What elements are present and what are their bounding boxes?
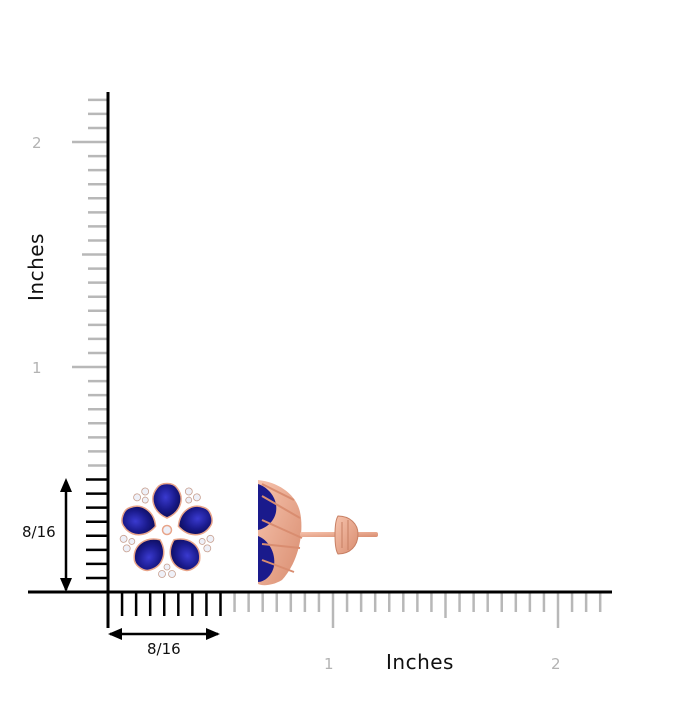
grey-ticks [72,98,602,628]
height-dimension-label: 8/16 [22,523,56,541]
diamond-accents [119,487,215,578]
gem-petal [121,505,157,536]
y-tick-label-2: 2 [32,134,42,152]
gem-petal [152,482,182,519]
y-tick-label-1: 1 [32,359,42,377]
center-diamond [161,524,173,536]
screw-back [334,515,359,555]
x-tick-label-2: 2 [551,655,561,673]
earring-front-view [119,482,215,578]
x-axis-title: Inches [386,650,454,674]
gem-petals [121,482,213,572]
black-ticks [86,478,222,616]
gem-petal [177,505,213,536]
gem-petal [169,538,201,572]
width-dimension-label: 8/16 [147,640,181,658]
gem-petal [133,538,165,572]
height-dimension-arrow [60,478,72,592]
x-tick-label-1: 1 [324,655,334,673]
width-dimension-arrow [108,628,220,640]
earring-side-view [258,480,378,586]
y-axis-title: Inches [23,233,48,301]
